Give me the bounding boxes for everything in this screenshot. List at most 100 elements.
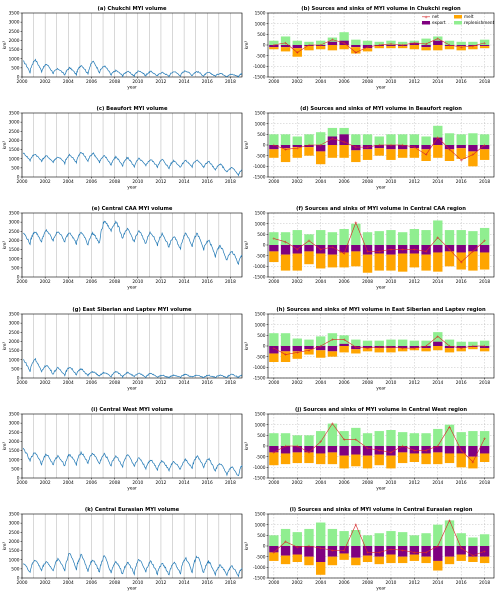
bar-export xyxy=(433,546,443,561)
x-tick-label: 2018 xyxy=(479,480,490,486)
net-marker: + xyxy=(331,337,335,342)
bar-melt xyxy=(362,149,373,160)
bar-melt xyxy=(374,556,384,565)
bar-replenishment xyxy=(292,338,302,346)
x-tick-label: 2012 xyxy=(155,79,166,85)
net-marker: + xyxy=(483,436,487,441)
net-marker: + xyxy=(342,251,346,256)
bar-melt xyxy=(351,150,361,163)
y-tick-label: 1500 xyxy=(9,147,20,153)
bar-melt xyxy=(351,47,361,54)
bar-export xyxy=(316,45,326,47)
x-tick-label: 2006 xyxy=(86,279,97,285)
y-tick-label: 0 xyxy=(263,143,266,149)
net-marker: + xyxy=(424,344,428,349)
bar-replenishment xyxy=(479,534,490,546)
y-tick-label: 3000 xyxy=(9,321,20,327)
bar-replenishment xyxy=(327,232,338,245)
y-tick-label: -1500 xyxy=(253,376,266,382)
bar-melt xyxy=(421,47,431,51)
bar-export xyxy=(269,145,279,150)
bar-replenishment xyxy=(292,40,302,45)
bar-export xyxy=(280,45,291,48)
bar-replenishment xyxy=(444,424,455,446)
y-axis-label: km³ xyxy=(244,141,250,150)
axes-frame xyxy=(21,413,243,479)
net-marker: + xyxy=(424,152,428,157)
bar-melt xyxy=(444,46,455,50)
bar-replenishment xyxy=(304,134,314,145)
y-tick-label: -500 xyxy=(256,253,266,259)
x-axis-label: year xyxy=(376,285,386,291)
bar-melt xyxy=(456,148,466,159)
net-marker: + xyxy=(377,550,381,555)
net-marker: + xyxy=(459,448,463,453)
bar-replenishment xyxy=(362,232,373,245)
x-axis-label: year xyxy=(127,386,137,392)
net-marker: + xyxy=(307,450,311,455)
bar-export xyxy=(374,245,384,254)
bar-replenishment xyxy=(351,530,361,546)
x-tick-label: 2002 xyxy=(292,79,303,85)
y-axis-label: km³ xyxy=(2,442,8,451)
bar-export xyxy=(386,245,396,255)
bar-export xyxy=(269,245,279,252)
bar-melt xyxy=(304,349,314,355)
bar-export xyxy=(386,446,396,456)
panel-title: (e) Central CAA MYI volume xyxy=(92,206,173,212)
net-marker: + xyxy=(448,344,452,349)
y-tick-label: 1000 xyxy=(9,256,20,262)
bar-export xyxy=(397,446,408,453)
x-tick-label: 2012 xyxy=(155,480,166,486)
y-tick-label: 0 xyxy=(263,43,266,49)
net-marker: + xyxy=(284,239,288,244)
bar-replenishment xyxy=(327,528,338,546)
x-tick-label: 2010 xyxy=(132,179,143,185)
y-tick-label: 3000 xyxy=(9,120,20,126)
net-marker: + xyxy=(389,450,393,455)
bar-melt xyxy=(280,254,291,271)
panel-title: (f) Sources and sinks of MYI volume in C… xyxy=(296,206,466,212)
net-marker: + xyxy=(424,448,428,453)
bar-replenishment xyxy=(397,134,408,145)
x-tick-label: 2016 xyxy=(202,480,213,486)
y-tick-label: 0 xyxy=(263,444,266,450)
bar-export xyxy=(421,145,431,150)
net-marker: + xyxy=(354,437,358,442)
bar-export xyxy=(397,346,408,349)
bar-export xyxy=(386,145,396,150)
y-tick-label: -1500 xyxy=(253,476,266,482)
bar-export xyxy=(351,245,361,252)
bar-replenishment xyxy=(269,40,279,45)
net-marker: + xyxy=(448,147,452,152)
y-tick-label: 1000 xyxy=(255,121,266,127)
x-tick-label: 2000 xyxy=(268,480,279,486)
net-marker: + xyxy=(483,238,487,243)
net-line xyxy=(273,336,485,355)
y-tick-label: 500 xyxy=(11,566,19,572)
bar-melt xyxy=(409,554,420,561)
bar-replenishment xyxy=(362,535,373,546)
y-tick-label: -1500 xyxy=(253,175,266,181)
bar-melt xyxy=(304,251,314,265)
bar-replenishment xyxy=(444,339,455,346)
bar-replenishment xyxy=(386,134,396,145)
net-marker: + xyxy=(366,249,370,254)
bar-melt xyxy=(468,251,478,271)
net-marker: + xyxy=(319,43,323,48)
net-marker: + xyxy=(296,146,300,151)
bar-melt xyxy=(339,455,349,469)
x-tick-label: 2014 xyxy=(179,480,190,486)
x-tick-label: 2006 xyxy=(339,279,350,285)
x-tick-label: 2014 xyxy=(179,380,190,386)
panel-title: (h) Sources and sinks of MYI volume in E… xyxy=(276,307,486,313)
x-tick-label: 2018 xyxy=(479,79,490,85)
bar-export xyxy=(269,446,279,453)
net-marker: + xyxy=(377,345,381,350)
x-tick-label: 2006 xyxy=(339,580,350,586)
net-marker: + xyxy=(389,247,393,252)
y-tick-label: 3500 xyxy=(9,312,20,318)
y-tick-label: 1500 xyxy=(255,211,266,217)
y-tick-label: 2500 xyxy=(9,530,20,536)
bar-replenishment xyxy=(374,136,384,145)
